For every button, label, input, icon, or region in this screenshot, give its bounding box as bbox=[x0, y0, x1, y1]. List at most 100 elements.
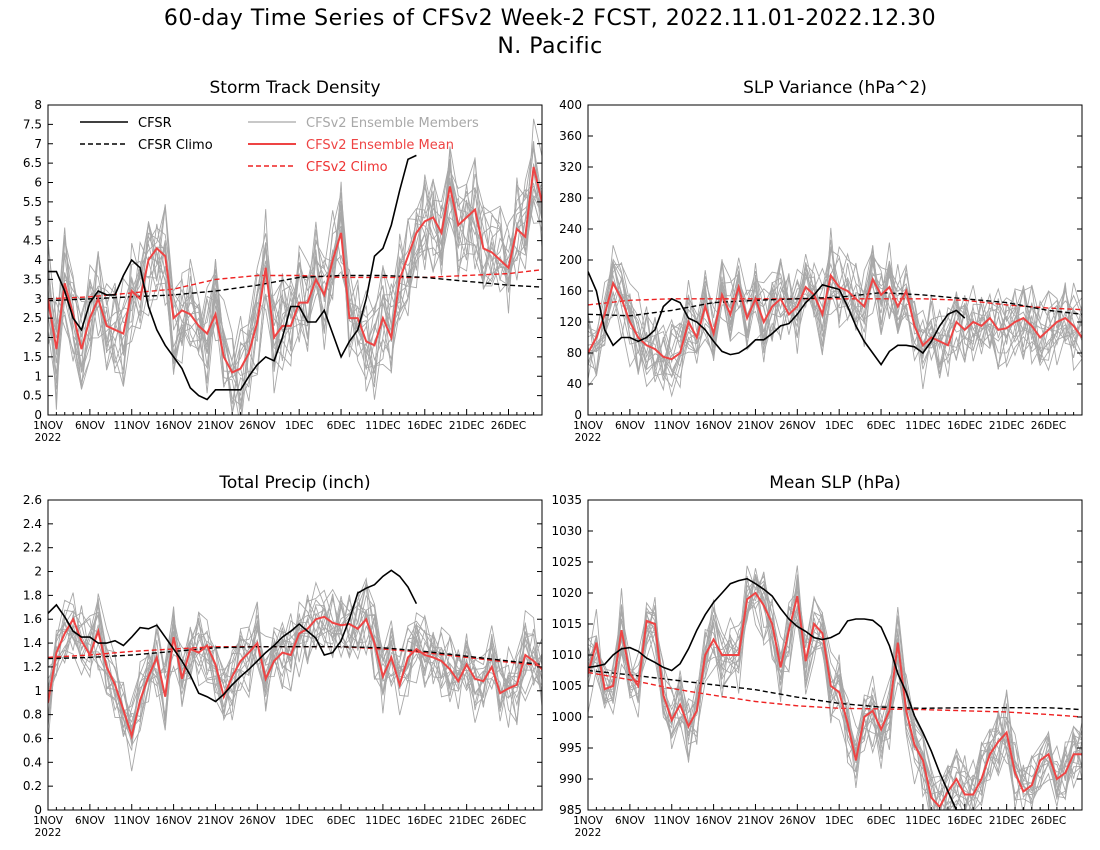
x-tick-label: 6DEC bbox=[867, 815, 896, 827]
y-tick-label: 1.2 bbox=[23, 660, 42, 674]
y-tick-label: 4 bbox=[34, 253, 42, 267]
legend-label-cfsr: CFSR bbox=[138, 116, 172, 131]
ensemble-mean-line bbox=[48, 166, 542, 374]
x-year-label: 2022 bbox=[35, 432, 62, 444]
ensemble-member-line bbox=[48, 598, 542, 723]
y-tick-label: 1005 bbox=[551, 679, 582, 693]
ensemble-member-line bbox=[588, 256, 1082, 376]
y-tick-label: 4.5 bbox=[23, 234, 42, 248]
y-tick-label: 1030 bbox=[551, 524, 582, 538]
ensemble-mean-line bbox=[588, 273, 1082, 361]
y-tick-label: 2.6 bbox=[23, 493, 42, 507]
x-tick-label: 6DEC bbox=[327, 815, 356, 827]
x-tick-label: 11NOV bbox=[113, 420, 150, 432]
ensemble-mean-line bbox=[588, 591, 1082, 809]
x-tick-label: 26NOV bbox=[239, 815, 276, 827]
cfsr-climo-line bbox=[588, 669, 1082, 711]
panel-total-precip: Total Precip (inch) 0 0.2 0.4 0.6 0.8 1 1.2 1.4 1… bbox=[23, 473, 543, 839]
x-tick-label: 11NOV bbox=[113, 815, 150, 827]
y-tick-label: 0.4 bbox=[23, 755, 42, 769]
plot-area bbox=[588, 565, 1082, 810]
x-tick-label: 26NOV bbox=[779, 815, 816, 827]
ensemble-member-line bbox=[588, 245, 1082, 381]
chart-legend: CFSR CFSR Climo CFSv2 Ensemble Members CFSv… bbox=[80, 116, 479, 175]
panel-mean-slp: Mean SLP (hPa) 985 990 995 1000 1005 1010 1015 1… bbox=[551, 473, 1083, 839]
cfsr-climo-line bbox=[588, 291, 1082, 317]
y-tick-label: 280 bbox=[559, 191, 582, 205]
y-tick-label: 990 bbox=[559, 772, 582, 786]
x-year-label: 2022 bbox=[575, 827, 602, 839]
y-tick-label: 1000 bbox=[551, 710, 582, 724]
plot-area bbox=[588, 227, 1082, 398]
x-tick-label: 1NOV bbox=[573, 420, 604, 432]
y-tick-label: 7.5 bbox=[23, 117, 42, 131]
ensemble-member-line bbox=[48, 581, 542, 724]
y-tick-label: 2 bbox=[34, 565, 42, 579]
y-tick-label: 2.2 bbox=[23, 541, 42, 555]
x-tick-label: 16NOV bbox=[155, 420, 192, 432]
y-tick-label: 5.5 bbox=[23, 195, 42, 209]
legend-label-members: CFSv2 Ensemble Members bbox=[306, 116, 479, 131]
ensemble-member-line bbox=[48, 146, 542, 415]
x-tick-label: 11NOV bbox=[653, 420, 690, 432]
ensemble-member-line bbox=[588, 571, 1082, 810]
ensemble-member-line bbox=[588, 576, 1082, 810]
ensemble-member-line bbox=[588, 574, 1082, 810]
y-tick-label: 120 bbox=[559, 315, 582, 329]
cfsr-climo-line bbox=[48, 646, 542, 666]
y-tick-label: 1 bbox=[34, 369, 42, 383]
y-tick-label: 1020 bbox=[551, 586, 582, 600]
y-tick-label: 985 bbox=[559, 803, 582, 817]
x-tick-label: 1DEC bbox=[285, 815, 314, 827]
x-tick-label: 11DEC bbox=[365, 420, 400, 432]
y-tick-label: 0.5 bbox=[23, 389, 42, 403]
x-tick-label: 11DEC bbox=[365, 815, 400, 827]
y-tick-label: 0 bbox=[34, 408, 42, 422]
ensemble-member-line bbox=[588, 246, 1082, 388]
panel-slp-variance: SLP Variance (hPa^2) 0 40 80 120 160 200 240 280… bbox=[559, 78, 1083, 444]
x-tick-label: 11NOV bbox=[653, 815, 690, 827]
y-tick-label: 160 bbox=[559, 284, 582, 298]
y-tick-label: 0 bbox=[574, 408, 582, 422]
x-tick-label: 11DEC bbox=[905, 815, 940, 827]
panel-title: Total Precip (inch) bbox=[218, 473, 370, 493]
plot-area bbox=[48, 569, 542, 772]
x-tick-label: 6DEC bbox=[327, 420, 356, 432]
y-tick-label: 1.6 bbox=[23, 612, 42, 626]
x-tick-label: 21NOV bbox=[197, 815, 234, 827]
y-tick-label: 1.4 bbox=[23, 636, 42, 650]
x-tick-label: 16NOV bbox=[155, 815, 192, 827]
x-tick-label: 21NOV bbox=[737, 815, 774, 827]
ensemble-member-line bbox=[48, 147, 542, 402]
y-tick-label: 1015 bbox=[551, 617, 582, 631]
panel-storm-track-density: Storm Track Density 0 0.5 1 1.5 2 2.5 3 3.5 4 4.5 5… bbox=[23, 78, 543, 444]
y-tick-label: 240 bbox=[559, 222, 582, 236]
y-tick-label: 5 bbox=[34, 214, 42, 228]
panel-title: Mean SLP (hPa) bbox=[769, 473, 901, 493]
ensemble-member-line bbox=[588, 249, 1082, 389]
y-tick-label: 80 bbox=[567, 346, 582, 360]
figure-subtitle: N. Pacific bbox=[497, 34, 603, 59]
x-tick-label: 1DEC bbox=[825, 420, 854, 432]
ensemble-member-line bbox=[48, 181, 542, 410]
y-tick-label: 0.2 bbox=[23, 779, 42, 793]
plot-frame bbox=[47, 499, 543, 811]
x-tick-label: 1DEC bbox=[285, 420, 314, 432]
y-tick-label: 6 bbox=[34, 176, 42, 190]
x-tick-label: 21NOV bbox=[197, 420, 234, 432]
x-tick-label: 26DEC bbox=[1031, 815, 1066, 827]
x-tick-label: 16NOV bbox=[695, 815, 732, 827]
x-tick-label: 21DEC bbox=[989, 815, 1024, 827]
y-tick-label: 1035 bbox=[551, 493, 582, 507]
y-tick-label: 6.5 bbox=[23, 156, 42, 170]
cfsr-climo-line bbox=[48, 274, 542, 302]
ensemble-member-line bbox=[48, 145, 542, 401]
x-tick-label: 16DEC bbox=[947, 420, 982, 432]
y-tick-label: 8 bbox=[34, 98, 42, 112]
x-tick-label: 6NOV bbox=[615, 420, 646, 432]
x-tick-label: 1NOV bbox=[33, 420, 64, 432]
x-year-label: 2022 bbox=[35, 827, 62, 839]
x-tick-label: 6NOV bbox=[75, 815, 106, 827]
cfsr-line bbox=[588, 577, 965, 810]
